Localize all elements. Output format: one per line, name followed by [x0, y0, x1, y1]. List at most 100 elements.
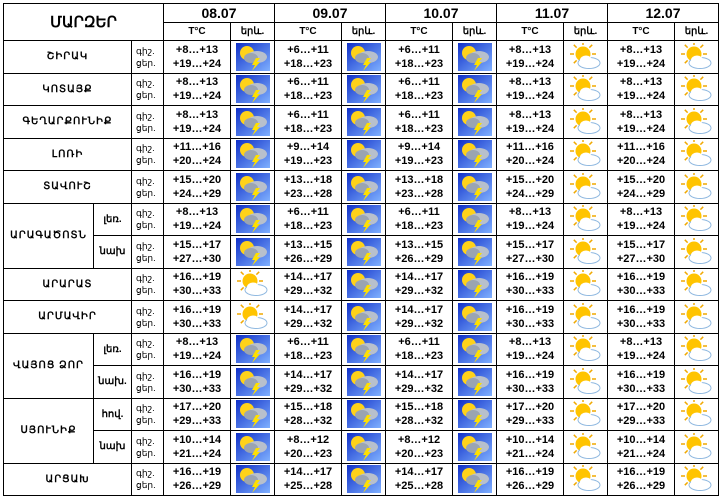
- day-temp: +18…+23: [394, 90, 444, 103]
- icon-cell: [230, 462, 275, 496]
- storm-icon: [457, 400, 492, 429]
- day-temp: +19…+24: [616, 350, 666, 363]
- day-temp: +29…+32: [283, 382, 333, 395]
- temp-cell: +8…+13 +19…+24: [496, 72, 564, 106]
- icon-cell: [341, 397, 386, 431]
- temp-cell: +13…+15 +26…+29: [274, 235, 342, 269]
- period-cell: գիշ. ցեր.: [131, 332, 164, 366]
- storm-icon: [346, 107, 381, 136]
- sun-cloud-icon: [569, 140, 600, 167]
- day-temp: +21…+24: [172, 447, 222, 460]
- storm-icon: [235, 75, 270, 104]
- day-temp: +28…+32: [394, 415, 444, 428]
- icon-cell: [563, 170, 608, 204]
- region-name: ԱՐԱՐԱՏ: [42, 278, 93, 290]
- day-temp: +19…+24: [172, 90, 222, 103]
- temp-header: T°C: [274, 22, 342, 41]
- date: 08.07: [201, 5, 237, 21]
- day-temp: +21…+24: [616, 447, 666, 460]
- temp-cell: +8…+13 +19…+24: [163, 40, 231, 74]
- day-temp: +26…+29: [394, 252, 444, 265]
- temp-cell: +14…+17 +29…+32: [274, 267, 342, 301]
- night-temp: +8…+13: [175, 206, 219, 219]
- icon-cell: [452, 462, 497, 496]
- temp-cell: +8…+13 +19…+24: [496, 105, 564, 139]
- icon-cell: [674, 300, 719, 334]
- date: 09.07: [312, 5, 348, 21]
- icon-cell: [563, 105, 608, 139]
- region-cell: ԳԵՂԱՐՔՈՒՆԻՔ: [3, 105, 132, 139]
- day-label: ցեր.: [136, 187, 156, 198]
- night-temp: +8…+13: [508, 76, 552, 89]
- sun-cloud-icon: [569, 302, 600, 329]
- sun-cloud-icon: [236, 270, 267, 297]
- region-name: ԱՐԱԳԱԾՈՏՆ: [10, 230, 87, 241]
- night-temp: +15…+17: [172, 238, 222, 251]
- temp-cell: +6…+11 +18…+23: [274, 40, 342, 74]
- region-name: ՇԻՐԱԿ: [46, 51, 89, 63]
- day-temp: +19…+24: [505, 220, 555, 233]
- night-temp: +16…+19: [505, 303, 555, 316]
- sun-cloud-icon: [569, 335, 600, 362]
- temp-cell: +8…+13 +19…+24: [607, 40, 675, 74]
- icon-cell: [341, 137, 386, 171]
- icon-cell: [674, 365, 719, 399]
- night-temp: +6…+11: [287, 336, 329, 349]
- night-temp: +16…+19: [616, 271, 666, 284]
- day-temp: +18…+23: [283, 90, 333, 103]
- temp-label: T°C: [632, 26, 650, 37]
- temp-cell: +8…+13 +19…+24: [163, 332, 231, 366]
- storm-icon: [235, 237, 270, 266]
- region-cell: ԿՈՏԱՅՔ: [3, 72, 132, 106]
- day-temp: +29…+33: [172, 415, 222, 428]
- region-cell: ԱՐՄԱՎԻՐ: [3, 300, 132, 334]
- region-cell: ԱՐԱՐԱՏ: [3, 267, 132, 301]
- temp-cell: +8…+13 +19…+24: [496, 332, 564, 366]
- icon-cell: [230, 430, 275, 464]
- sun-cloud-icon: [569, 400, 600, 427]
- temp-cell: +6…+11 +18…+23: [274, 332, 342, 366]
- night-temp: +9…+14: [286, 141, 330, 154]
- temp-cell: +15…+20 +24…+29: [163, 170, 231, 204]
- day-temp: +24…+29: [172, 187, 222, 200]
- region-cell: ՎԱՅՈՑ ՁՈՐ: [3, 332, 94, 399]
- night-temp: +11…+16: [617, 141, 665, 154]
- region-name: ԼՈՌԻ: [51, 148, 84, 160]
- icon-cell: [230, 137, 275, 171]
- date-cell: 11.07: [496, 3, 608, 23]
- day-temp: +20…+24: [172, 155, 222, 168]
- icon-header: երև.: [230, 22, 275, 41]
- region-name: ԿՈՏԱՅՔ: [42, 83, 93, 95]
- sun-cloud-icon: [680, 107, 711, 134]
- night-temp: +8…+13: [619, 206, 663, 219]
- temp-cell: +13…+15 +26…+29: [385, 235, 453, 269]
- period-cell: գիշ. ցեր.: [131, 170, 164, 204]
- sun-cloud-icon: [680, 335, 711, 362]
- temp-cell: +16…+19 +26…+29: [607, 462, 675, 496]
- icon-cell: [341, 430, 386, 464]
- day-temp: +30…+33: [172, 317, 222, 330]
- day-temp: +29…+33: [505, 415, 555, 428]
- zone-cell: նախ: [93, 235, 132, 269]
- icon-cell: [341, 202, 386, 236]
- temp-cell: +8…+13 +19…+24: [496, 40, 564, 74]
- day-temp: +19…+24: [505, 90, 555, 103]
- night-label: գիշ.: [136, 45, 155, 56]
- sun-cloud-icon: [569, 172, 600, 199]
- night-label: գիշ.: [136, 273, 155, 284]
- night-temp: +8…+13: [175, 76, 219, 89]
- icon-cell: [341, 40, 386, 74]
- temp-cell: +6…+11 +18…+23: [274, 72, 342, 106]
- night-temp: +16…+19: [616, 466, 666, 479]
- night-temp: +14…+17: [394, 466, 444, 479]
- temp-cell: +16…+19 +30…+33: [163, 365, 231, 399]
- icon-cell: [563, 235, 608, 269]
- day-temp: +30…+33: [616, 285, 666, 298]
- storm-icon: [457, 335, 492, 364]
- temp-cell: +14…+17 +29…+32: [385, 365, 453, 399]
- day-temp: +27…+30: [172, 252, 222, 265]
- zone-cell: հով.: [93, 397, 132, 431]
- date-cell: 09.07: [274, 3, 386, 23]
- region-cell: ԱՐՑԱԽ: [3, 462, 132, 496]
- temp-cell: +14…+17 +25…+28: [274, 462, 342, 496]
